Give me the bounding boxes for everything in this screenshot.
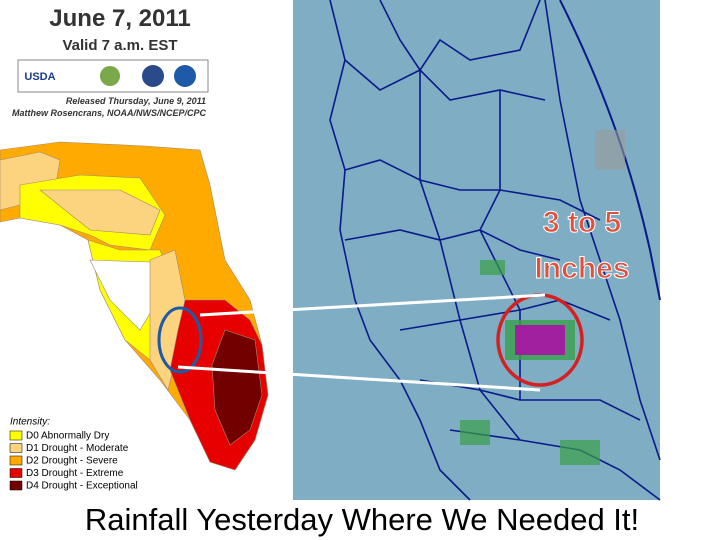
legend-swatch	[9, 468, 23, 478]
radar-echoes	[460, 130, 625, 465]
legend-swatch	[9, 443, 23, 453]
slide-caption: Rainfall Yesterday Where We Needed It!	[85, 502, 639, 537]
legend-label: D4 Drought - Exceptional	[26, 481, 138, 492]
legend-label: D2 Drought - Severe	[26, 456, 118, 467]
region-circle	[157, 306, 203, 374]
legend-title: Intensity:	[10, 417, 50, 428]
florida-map	[0, 141, 269, 471]
coastline	[559, 0, 661, 301]
author: Matthew Rosencrans, NOAA/NWS/NCEP/CPC	[12, 108, 207, 118]
legend-label: D3 Drought - Extreme	[26, 468, 124, 479]
legend-swatch	[9, 430, 23, 441]
annotation-amount: 3 to 5	[543, 206, 621, 239]
released-date: Released Thursday, June 9, 2011	[66, 96, 206, 106]
connector-line	[199, 293, 546, 317]
annotation-unit: Inches	[534, 252, 629, 285]
radar-map	[293, 0, 660, 500]
valid-time: Valid 7 a.m. EST	[62, 37, 177, 54]
legend-label: D0 Abnormally Dry	[26, 431, 109, 442]
connector-line	[177, 365, 541, 392]
legend-label: D1 Drought - Moderate	[26, 443, 129, 454]
legend-swatch	[9, 455, 23, 466]
agency-logos	[100, 65, 196, 87]
usda-logo: USDA	[24, 71, 55, 83]
legend-swatch	[9, 480, 23, 491]
map-title: June 7, 2011	[49, 5, 190, 32]
